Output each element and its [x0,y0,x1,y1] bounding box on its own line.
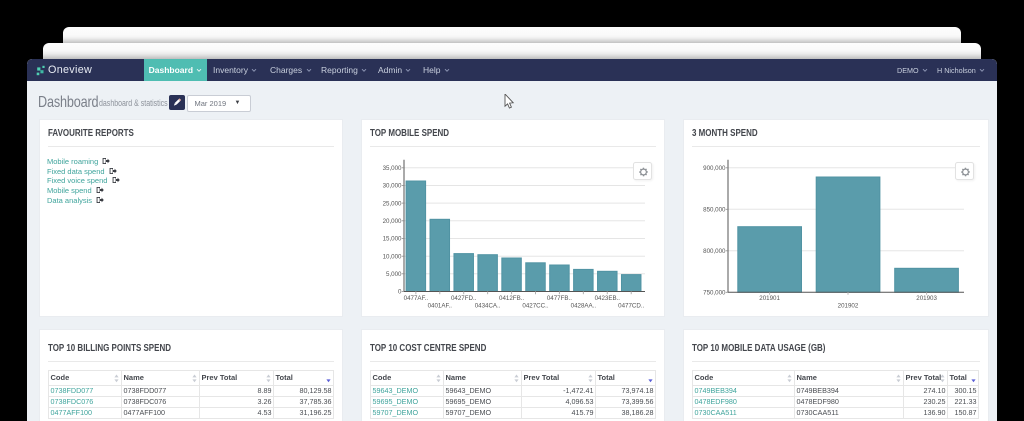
svg-text:900,000: 900,000 [703,165,726,172]
svg-text:201901: 201901 [759,295,780,302]
svg-text:30,000: 30,000 [383,183,402,190]
svg-text:0428AA..: 0428AA.. [571,302,597,309]
svg-text:0427CC..: 0427CC.. [522,302,548,309]
svg-text:0412FB..: 0412FB.. [499,295,524,302]
svg-text:5,000: 5,000 [386,271,402,278]
svg-text:0423EB..: 0423EB.. [595,295,621,302]
svg-text:35,000: 35,000 [383,165,402,172]
svg-text:10,000: 10,000 [383,253,402,260]
svg-text:25,000: 25,000 [383,200,402,207]
svg-text:0477FB..: 0477FB.. [547,295,572,302]
svg-text:15,000: 15,000 [383,236,402,243]
svg-text:0427FD..: 0427FD.. [451,295,477,302]
svg-text:201903: 201903 [916,295,937,302]
svg-text:20,000: 20,000 [383,218,402,225]
svg-text:0477CD..: 0477CD.. [618,302,644,309]
svg-text:201902: 201902 [838,302,859,309]
svg-text:0: 0 [398,289,402,296]
svg-text:0434CA..: 0434CA.. [475,302,501,309]
svg-text:0401AF..: 0401AF.. [428,302,453,309]
svg-text:800,000: 800,000 [703,248,726,255]
svg-text:750,000: 750,000 [703,290,726,297]
svg-text:850,000: 850,000 [703,207,726,214]
svg-text:0477AF..: 0477AF.. [404,295,429,302]
